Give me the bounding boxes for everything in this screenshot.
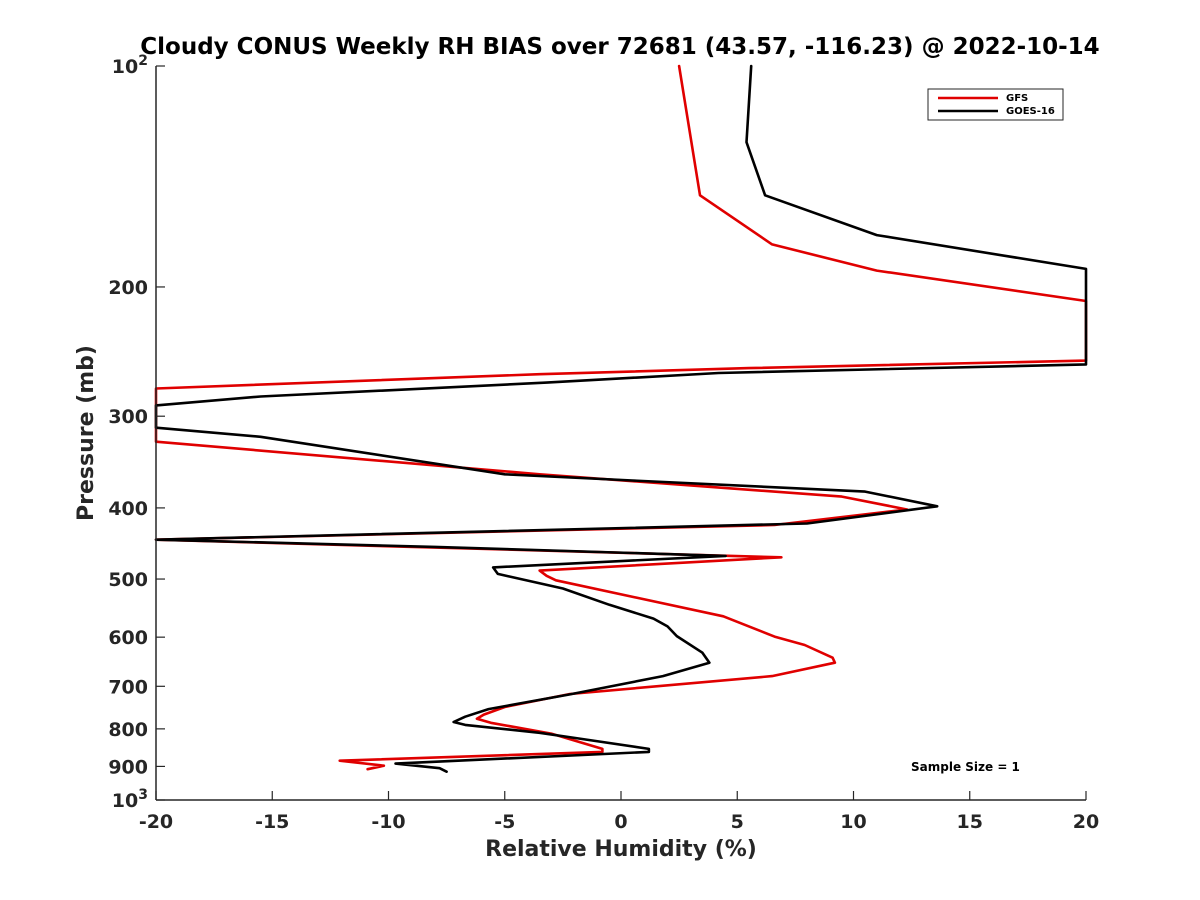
y-tick-label-base: 10: [112, 790, 138, 812]
x-tick-label: 15: [957, 811, 983, 833]
y-tick-label: 102: [112, 53, 148, 78]
sample-size-annotation: Sample Size = 1: [911, 760, 1020, 774]
legend-label-gfs: GFS: [1006, 93, 1028, 104]
legend: GFS GOES-16: [927, 88, 1064, 121]
x-tick-label: -15: [255, 811, 289, 833]
y-tick-label: 600: [108, 627, 148, 649]
y-tick-label: 300: [108, 406, 148, 428]
x-tick-label: 20: [1073, 811, 1099, 833]
x-axis-label: Relative Humidity (%): [485, 837, 757, 862]
y-tick-label-exponent: 3: [138, 787, 148, 803]
x-tick-label: 0: [614, 811, 627, 833]
y-tick-label: 200: [108, 277, 148, 299]
y-tick-label: 900: [108, 756, 148, 778]
chart-title: Cloudy CONUS Weekly RH BIAS over 72681 (…: [140, 34, 1099, 60]
y-tick-label: 103: [112, 787, 148, 812]
x-tick-label: -5: [494, 811, 515, 833]
x-tick-label: 10: [840, 811, 866, 833]
plot-area: [156, 66, 1086, 800]
x-tick-label: 5: [731, 811, 744, 833]
y-tick-label-base: 10: [112, 56, 138, 78]
legend-label-goes16: GOES-16: [1006, 106, 1055, 117]
y-tick-label: 800: [108, 719, 148, 741]
series-layer: [154, 64, 1088, 774]
x-tick-label: -10: [371, 811, 405, 833]
x-tick-label: -20: [139, 811, 173, 833]
y-axis-label: Pressure (mb): [74, 345, 99, 521]
y-tick-label-exponent: 2: [138, 53, 148, 69]
y-tick-label: 700: [108, 676, 148, 698]
y-tick-label: 500: [108, 569, 148, 591]
y-tick-label: 400: [108, 498, 148, 520]
series-line-gfs: [154, 64, 1088, 771]
x-ticks: -20 -15 -10 -5 0 5 10 15 20: [139, 791, 1099, 833]
legend-box: [927, 88, 1064, 121]
series-line-goes16: [154, 64, 1088, 774]
